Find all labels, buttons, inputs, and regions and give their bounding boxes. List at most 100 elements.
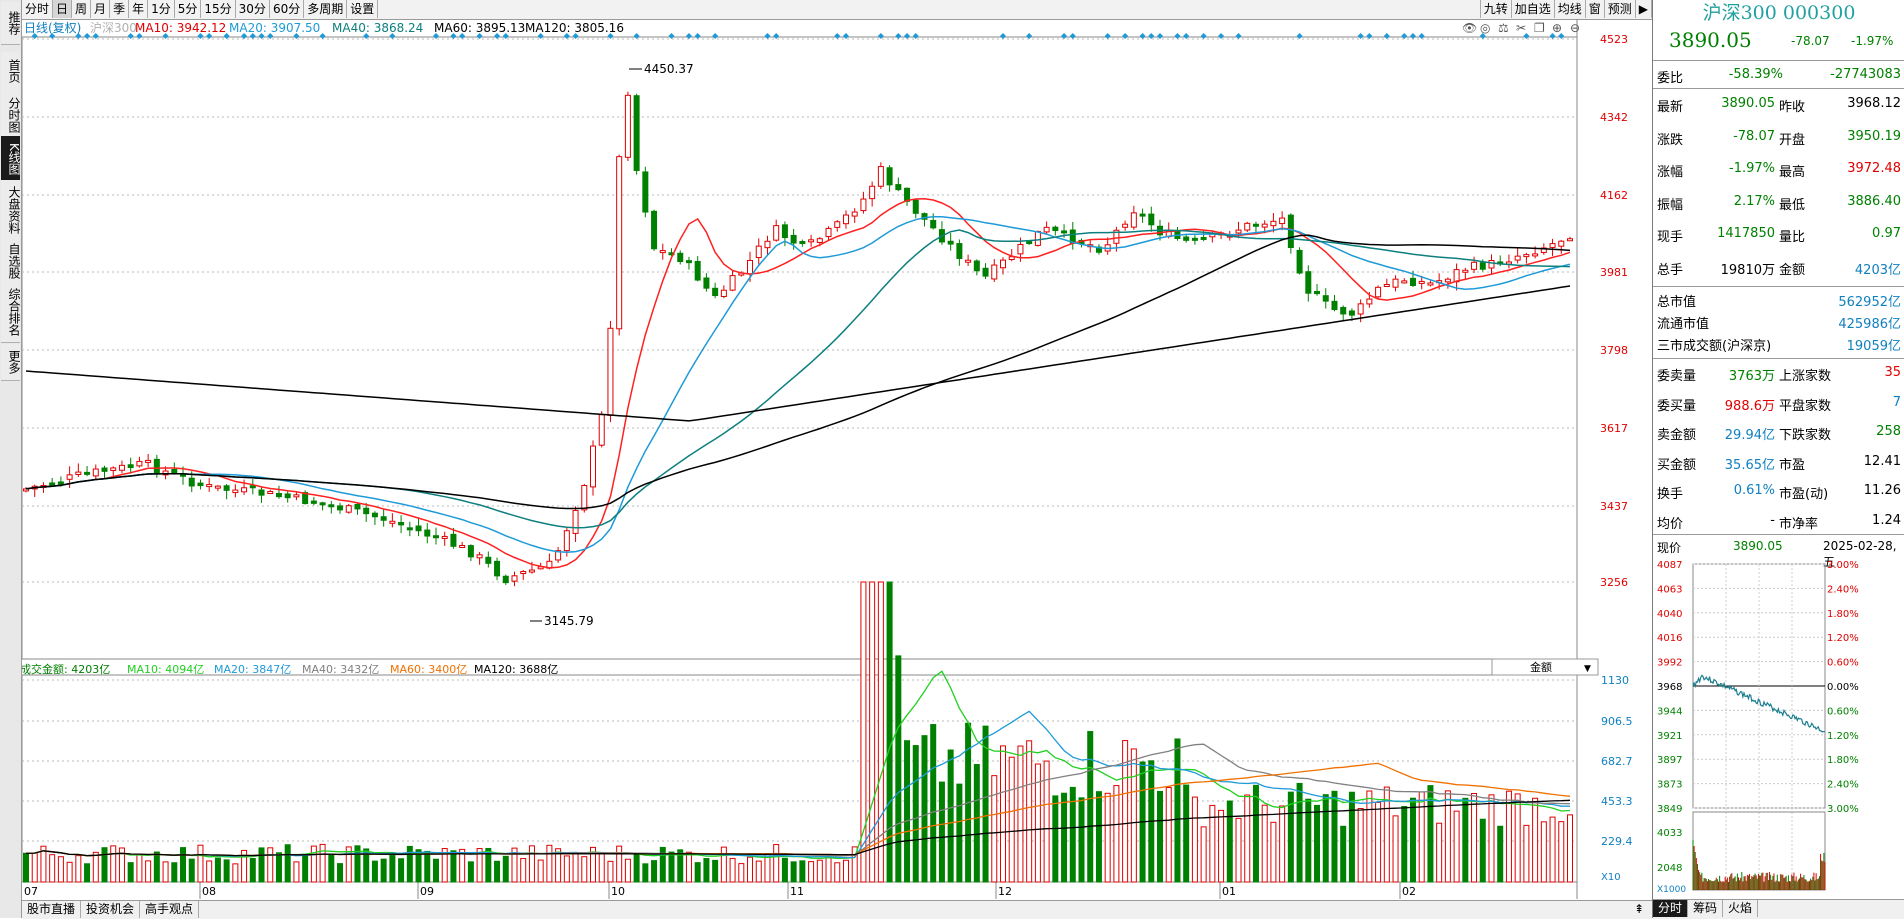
volume-bar (834, 862, 841, 883)
kline-ma10-label: MA10: 3942.12 (135, 21, 226, 35)
ma-line-button[interactable]: 均线 (1555, 0, 1586, 18)
quote-value: 3890.05 (1721, 96, 1775, 111)
signal-diamond (1479, 33, 1486, 39)
candle (1558, 240, 1565, 247)
tab-opportunity[interactable]: 投资机会 (81, 901, 141, 918)
period-15min[interactable]: 15分 (201, 0, 236, 18)
tab-timeshare-mini[interactable]: 分时 (1653, 900, 1689, 917)
eye-off-icon[interactable]: ◎ (1480, 21, 1490, 35)
volume-bar (214, 857, 221, 883)
candle (232, 489, 239, 494)
tab-home[interactable]: 首页 (1, 52, 21, 91)
breadth-value: 0.61% (1733, 483, 1775, 498)
period-year[interactable]: 年 (129, 0, 149, 18)
signal-diamond (1296, 33, 1303, 39)
signal-diamond (1218, 33, 1225, 39)
volume-bar (1479, 818, 1486, 883)
period-month[interactable]: 月 (91, 0, 111, 18)
volume-bar (1261, 804, 1268, 883)
period-timeshare[interactable]: 分时 (22, 0, 54, 18)
breadth-value: 7 (1892, 394, 1901, 410)
volume-bar (668, 851, 675, 883)
tab-chips[interactable]: 筹码 (1688, 900, 1724, 917)
volume-bar (1069, 786, 1076, 883)
eye-icon[interactable]: 👁 (1462, 21, 1477, 35)
candle (956, 243, 963, 259)
signal-diamond (563, 33, 570, 39)
period-60min[interactable]: 60分 (270, 0, 305, 18)
candle (572, 509, 579, 534)
volume-bar (712, 859, 719, 883)
volume-bar (75, 855, 82, 883)
signal-diamond (1174, 33, 1181, 39)
candle (84, 471, 91, 475)
candle (1279, 217, 1286, 225)
candle (659, 250, 666, 254)
breadth-value: 258 (1876, 424, 1901, 439)
quote-label: 涨跌 (1657, 132, 1684, 148)
tab-recommend[interactable]: 推荐 (1, 2, 21, 45)
candle (145, 459, 152, 463)
volume-type-value: 金额 (1530, 660, 1552, 674)
period-day[interactable]: 日 (53, 0, 73, 18)
volume-bar (581, 856, 588, 883)
volume-bar (677, 849, 684, 883)
tab-more[interactable]: 更多 (1, 344, 21, 381)
candle (293, 494, 300, 498)
scissors-icon[interactable]: ✂ (1516, 21, 1526, 35)
arrow-right-icon[interactable]: ▶ (1636, 0, 1652, 18)
volume-bar (101, 847, 108, 883)
candle (110, 467, 117, 471)
volume-bar (249, 858, 256, 883)
candle (869, 185, 876, 200)
candle (912, 199, 919, 214)
volume-bar (860, 581, 867, 883)
settings-button[interactable]: 设置 (347, 0, 379, 18)
signal-diamond (842, 33, 849, 39)
volume-bar (275, 852, 282, 883)
mini-pct-tick: 2.40% (1827, 780, 1859, 791)
scroll-top-icon[interactable]: ⇞ (1633, 902, 1644, 916)
zoom-out-icon[interactable]: ⊖ (1570, 21, 1580, 35)
period-quarter[interactable]: 季 (110, 0, 130, 18)
tab-timeshare[interactable]: 分时图 (1, 90, 21, 141)
volume-bar (624, 858, 631, 883)
add-watchlist-button[interactable]: 加自选 (1512, 0, 1555, 18)
period-5min[interactable]: 5分 (175, 0, 202, 18)
tab-live[interactable]: 股市直播 (22, 901, 82, 918)
copy-icon[interactable]: ❐ (1534, 21, 1545, 35)
period-30min[interactable]: 30分 (236, 0, 270, 18)
forecast-button[interactable]: 预测 (1605, 0, 1636, 18)
tab-market-info[interactable]: 大盘资料 (1, 180, 21, 241)
signal-diamond (1183, 33, 1190, 39)
volume-ma20-label: MA20: 3847亿 (214, 663, 291, 676)
period-week[interactable]: 周 (72, 0, 92, 18)
period-multi[interactable]: 多周期 (304, 0, 348, 18)
tab-ranking[interactable]: 综合排名 (1, 282, 21, 343)
candle (1183, 236, 1190, 241)
candle (171, 468, 178, 474)
draw-icon[interactable]: ⚖ (1498, 21, 1509, 35)
window-button[interactable]: 窗 (1586, 0, 1605, 18)
candle (136, 460, 143, 467)
timeshare-chart[interactable]: 4087 4063 4040 4016 3992 3968 3944 3921 3897 3873… (1653, 558, 1904, 896)
period-1min[interactable]: 1分 (148, 0, 175, 18)
tab-kline[interactable]: K线图 (1, 136, 21, 183)
nine-turn-button[interactable]: 九转 (1479, 0, 1512, 18)
volume-bar (310, 845, 317, 883)
signal-diamond (1069, 33, 1076, 39)
tab-flame[interactable]: 火焰 (1723, 900, 1759, 917)
candle (1017, 243, 1024, 255)
zoom-in-icon[interactable]: ⊕ (1552, 21, 1562, 35)
tab-experts[interactable]: 高手观点 (140, 901, 200, 918)
chevron-down-icon[interactable]: ▼ (1584, 664, 1591, 674)
volume-bar (947, 749, 954, 883)
volume-type-dropdown[interactable] (1491, 658, 1599, 676)
volume-bar (171, 862, 178, 883)
volume-bar (1567, 814, 1573, 883)
ma120-line (25, 285, 1571, 422)
kline-chart-area[interactable]: 日线(复权) 沪深300 MA10: 3942.12 MA20: 3907.50… (22, 19, 1652, 900)
candle (389, 520, 396, 524)
tab-watchlist[interactable]: 自选股 (1, 238, 21, 285)
breadth-label: 上涨家数 (1779, 369, 1832, 384)
